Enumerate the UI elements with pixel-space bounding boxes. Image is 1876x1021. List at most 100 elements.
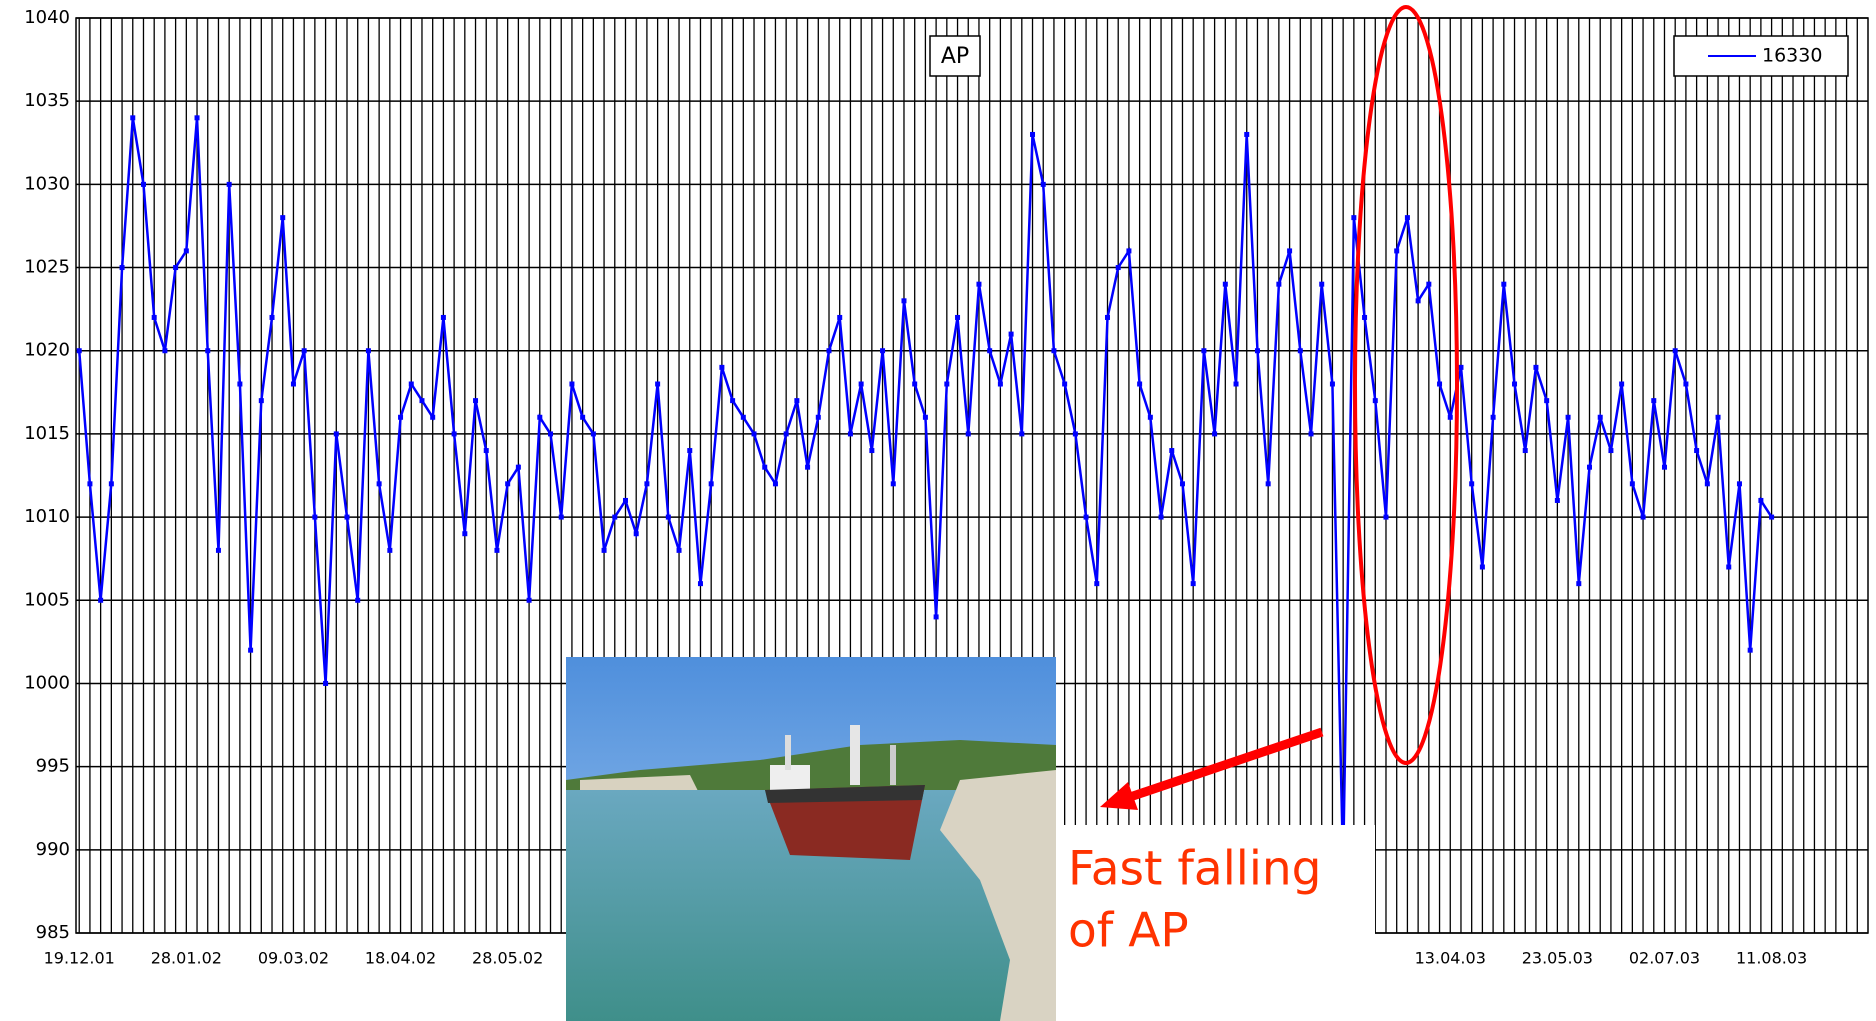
point-marker [430,414,436,420]
point-marker [633,531,639,537]
point-marker [912,381,918,387]
point-marker [108,481,114,487]
point-marker [1158,514,1164,520]
title-box [929,35,981,77]
point-marker [173,265,179,271]
point-marker [890,481,896,487]
point-marker [119,265,125,271]
point-marker [1030,131,1036,137]
point-marker [762,464,768,470]
point-marker [1287,248,1293,254]
point-marker [355,597,361,603]
point-marker [858,381,864,387]
x-tick-label: 23.05.03 [1522,949,1593,968]
point-marker [1083,514,1089,520]
point-marker [1608,448,1614,454]
x-tick-label: 09.03.02 [258,949,329,968]
plot-area [76,115,1775,869]
point-marker [1297,348,1303,354]
point-marker [590,431,596,437]
x-tick-label: 19.12.01 [44,949,115,968]
point-marker [601,547,607,553]
point-marker [644,481,650,487]
point-marker [237,381,243,387]
annotation-text: Fast falling [1068,842,1322,897]
point-marker [1008,331,1014,337]
point-marker [505,481,511,487]
point-marker [687,448,693,454]
y-tick-label: 1025 [24,257,70,278]
point-marker [473,398,479,404]
point-marker [1019,431,1025,437]
point-marker [1094,581,1100,587]
point-marker [965,431,971,437]
point-marker [408,381,414,387]
highlight-ellipse [1353,5,1459,765]
point-marker [708,481,714,487]
point-marker [1169,448,1175,454]
point-marker [1715,414,1721,420]
point-marker [1501,281,1507,287]
point-marker [1137,381,1143,387]
point-marker [955,314,961,320]
point-marker [1694,448,1700,454]
photo [566,657,1056,1021]
point-marker [1072,431,1078,437]
y-tick-label: 1015 [24,423,70,444]
point-marker [1179,481,1185,487]
point-marker [1040,181,1046,187]
y-tick-label: 1010 [24,506,70,527]
point-marker [258,398,264,404]
point-marker [987,348,993,354]
point-marker [944,381,950,387]
point-marker [1415,298,1421,304]
point-marker [1308,431,1314,437]
point-marker [1265,481,1271,487]
point-marker [1426,281,1432,287]
point-marker [1576,581,1582,587]
point-marker [1512,381,1518,387]
point-marker [515,464,521,470]
point-marker [1362,314,1368,320]
point-marker [847,431,853,437]
point-marker [1126,248,1132,254]
y-tick-label: 1035 [24,90,70,111]
point-marker [612,514,618,520]
point-marker [451,431,457,437]
point-marker [1147,414,1153,420]
point-marker [162,348,168,354]
point-marker [783,431,789,437]
point-marker [1565,414,1571,420]
x-tick-label: 11.08.03 [1736,949,1807,968]
point-marker [376,481,382,487]
point-marker [1587,464,1593,470]
point-marker [1479,564,1485,570]
point-marker [558,514,564,520]
point-marker [526,597,532,603]
point-marker [569,381,575,387]
point-marker [333,431,339,437]
arrow-head [1100,782,1138,810]
y-tick-label: 1020 [24,340,70,361]
point-marker [1244,131,1250,137]
point-marker [494,547,500,553]
x-tick-label: 28.01.02 [151,949,222,968]
point-marker [140,181,146,187]
y-tick-label: 1005 [24,589,70,610]
point-marker [440,314,446,320]
point-marker [483,448,489,454]
point-marker [1747,647,1753,653]
point-marker [1619,381,1625,387]
point-marker [1597,414,1603,420]
x-tick-label: 18.04.02 [365,949,436,968]
point-marker [1437,381,1443,387]
point-marker [676,547,682,553]
point-marker [1329,381,1335,387]
point-marker [215,547,221,553]
point-marker [997,381,1003,387]
point-marker [1222,281,1228,287]
legend [1673,35,1849,77]
point-marker [1051,348,1057,354]
